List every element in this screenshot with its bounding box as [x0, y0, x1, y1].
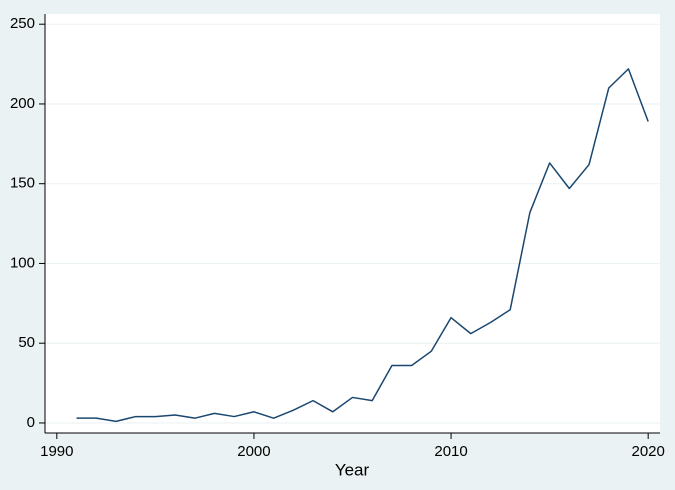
y-tick-label: 100 [10, 254, 35, 271]
x-tick-label: 2010 [434, 443, 467, 460]
y-tick-label: 250 [10, 15, 35, 32]
plot-background [45, 14, 660, 433]
x-tick-label: 2000 [237, 443, 270, 460]
x-tick-label: 2020 [631, 443, 664, 460]
data-line [76, 68, 649, 423]
y-tick-label: 200 [10, 95, 35, 112]
y-tick-label: 0 [27, 414, 35, 431]
y-tick-label: 150 [10, 175, 35, 192]
y-tick-label: 50 [18, 334, 35, 351]
x-tick-label: 1990 [40, 443, 73, 460]
x-axis-title: Year [335, 460, 370, 479]
